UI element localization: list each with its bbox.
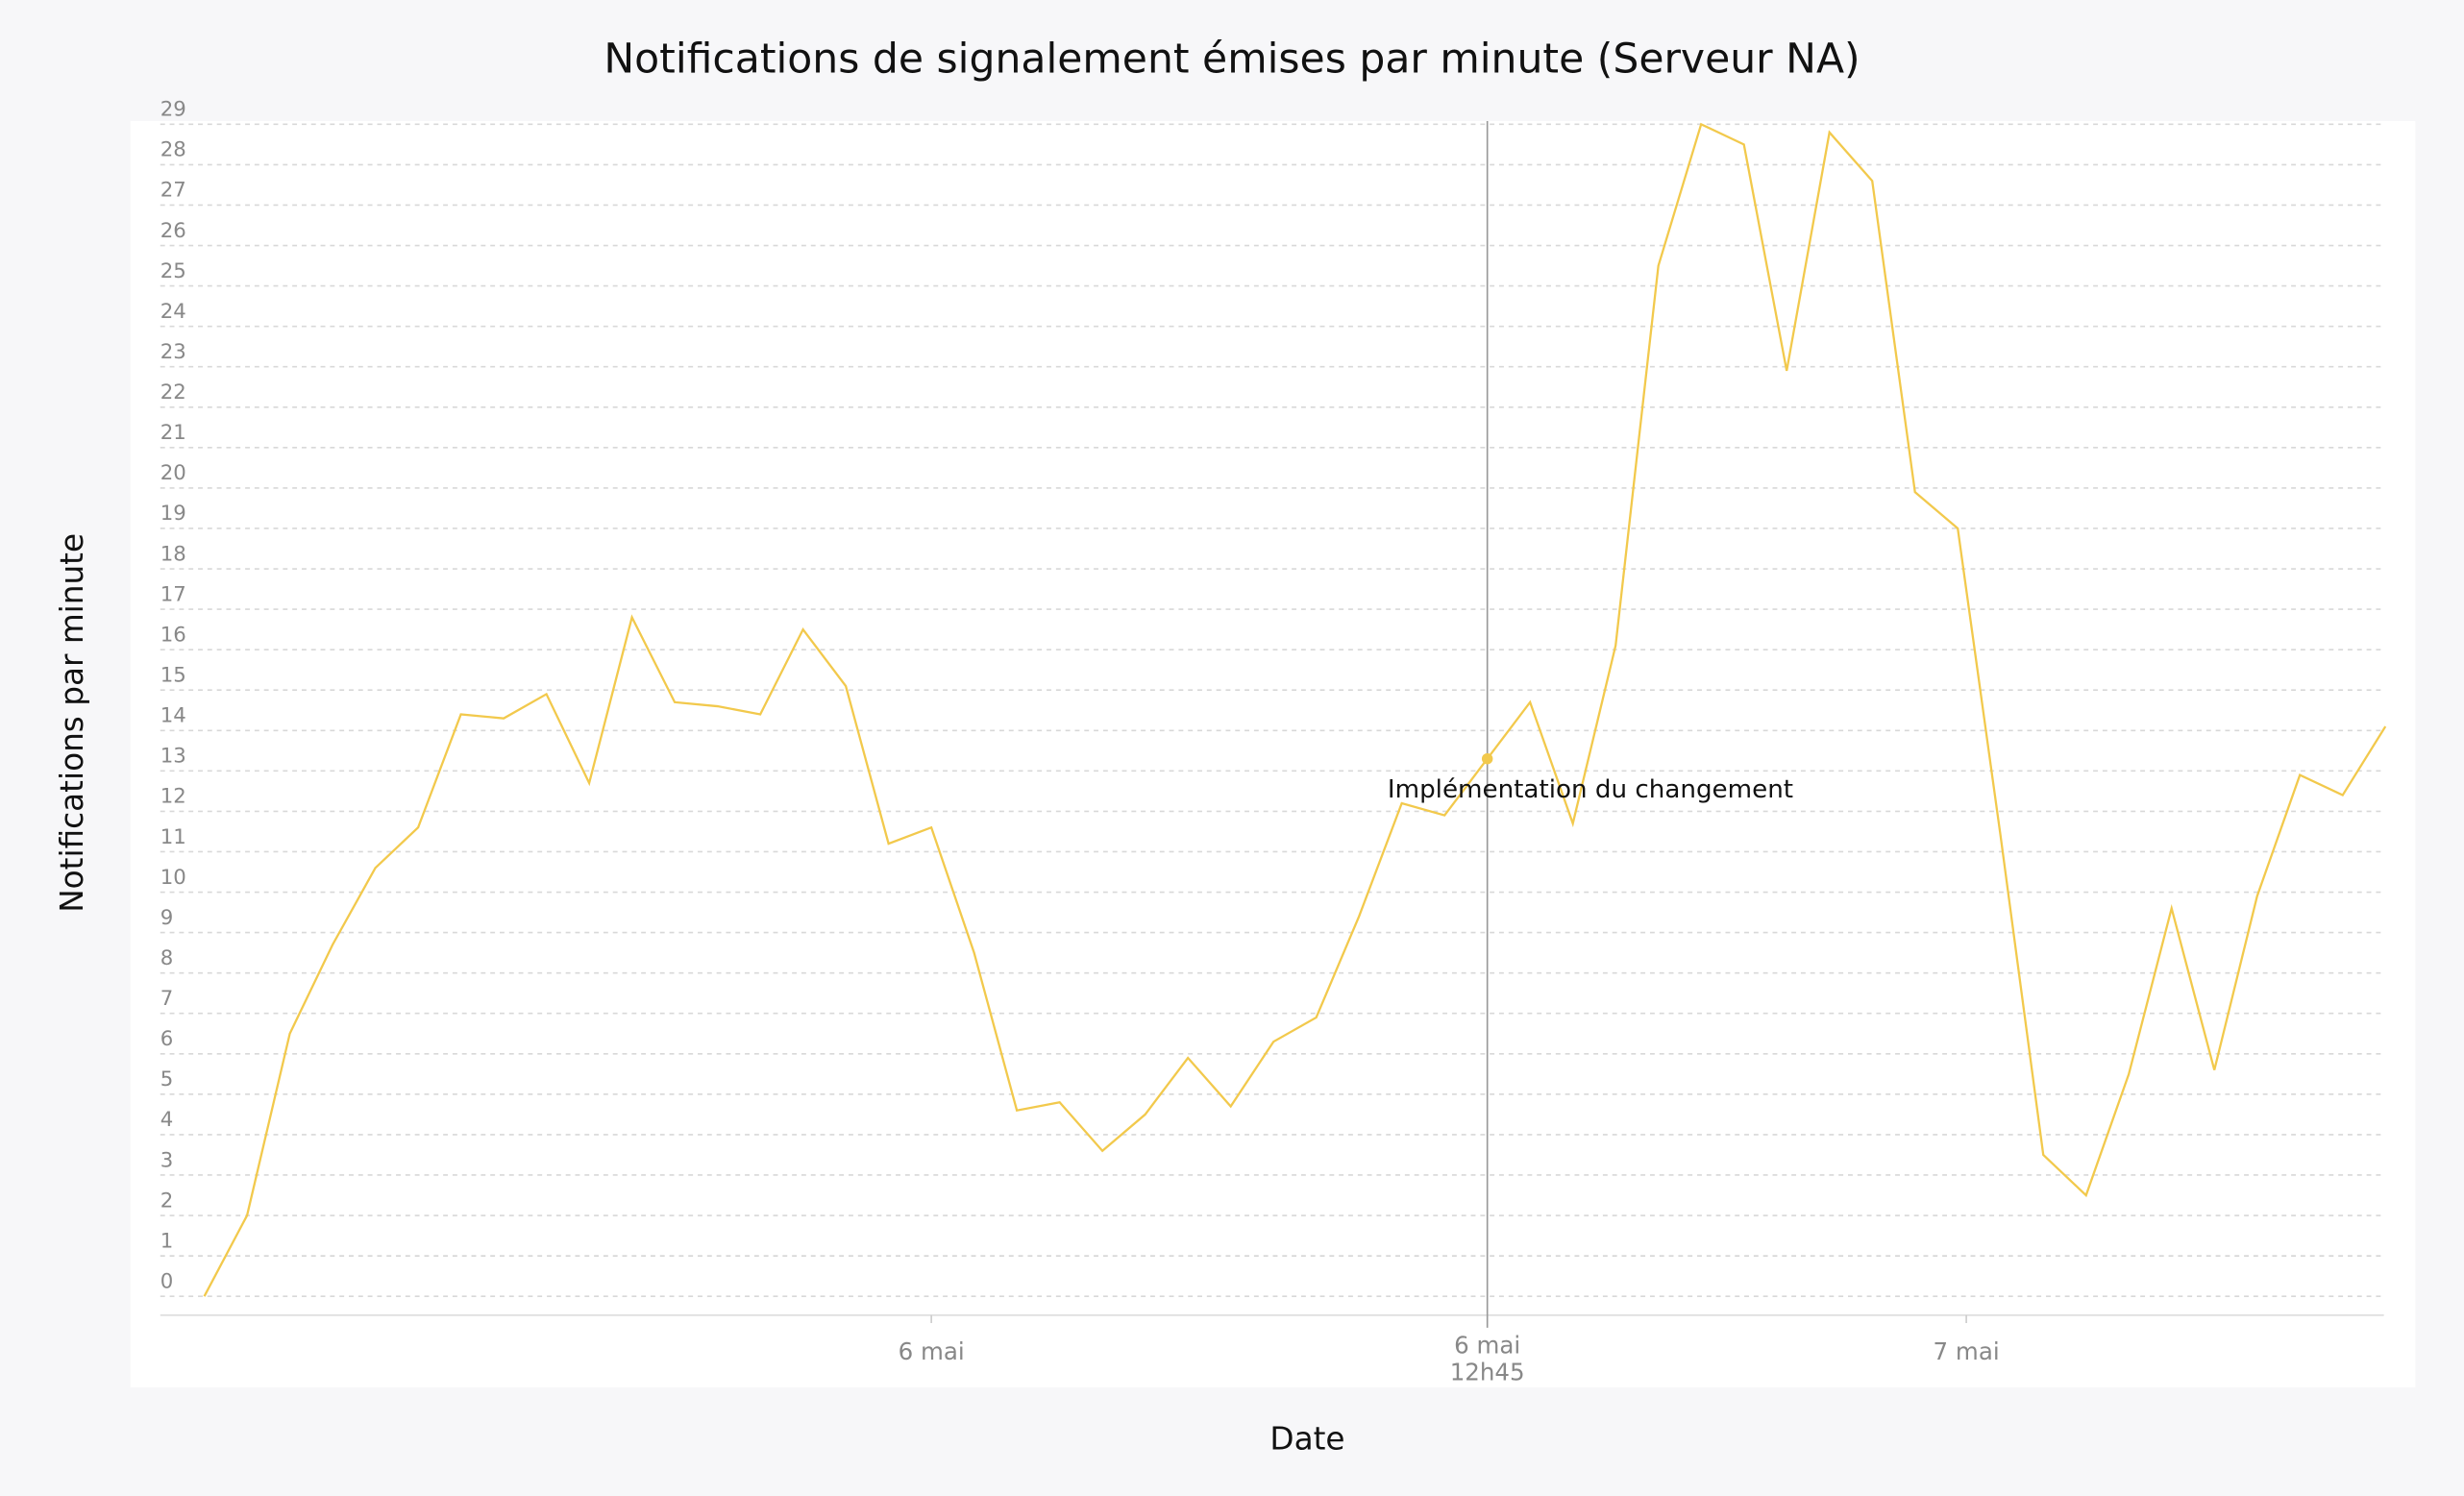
y-tick-label: 3 <box>160 1148 174 1172</box>
y-tick-label: 0 <box>160 1269 174 1293</box>
y-tick-label: 19 <box>160 502 186 526</box>
y-tick-label: 29 <box>160 98 186 122</box>
y-tick-label: 2 <box>160 1189 174 1213</box>
annotation-text: Implémentation du changement <box>1388 775 1793 804</box>
y-tick-label: 12 <box>160 785 186 809</box>
x-tick-label: 6 mai <box>899 1337 965 1365</box>
y-tick-label: 7 <box>160 987 174 1011</box>
y-tick-label: 4 <box>160 1108 174 1132</box>
plot-card <box>130 121 2416 1388</box>
y-tick-label: 23 <box>160 340 186 364</box>
y-tick-label: 21 <box>160 421 186 445</box>
line-series <box>203 122 2387 1297</box>
x-tick-label: 7 mai <box>1934 1337 2000 1365</box>
y-tick-label: 28 <box>160 138 186 162</box>
annotation-date: 6 mai <box>1454 1332 1520 1360</box>
y-tick-label: 22 <box>160 380 186 405</box>
y-tick-label: 5 <box>160 1067 174 1091</box>
y-tick-label: 9 <box>160 906 174 930</box>
y-tick-label: 11 <box>160 825 186 849</box>
y-tick-label: 17 <box>160 582 186 606</box>
y-tick-label: 18 <box>160 542 186 566</box>
chart-title: Notifications de signalement émises par … <box>604 36 1860 83</box>
y-tick-label: 14 <box>160 704 186 728</box>
y-tick-label: 13 <box>160 745 186 769</box>
y-tick-label: 16 <box>160 623 186 647</box>
annotation-point <box>1481 753 1493 765</box>
y-tick-label: 26 <box>160 219 186 243</box>
y-tick-label: 24 <box>160 300 186 324</box>
y-tick-label: 20 <box>160 461 186 485</box>
y-axis-label: Notifications par minute <box>54 533 90 913</box>
annotation-time: 12h45 <box>1450 1358 1525 1386</box>
y-tick-label: 1 <box>160 1229 174 1253</box>
y-tick-label: 15 <box>160 664 186 688</box>
y-tick-label: 8 <box>160 946 174 970</box>
y-tick-label: 25 <box>160 259 186 283</box>
y-tick-label: 27 <box>160 179 186 203</box>
y-tick-label: 6 <box>160 1027 174 1051</box>
x-axis-label: Date <box>1269 1421 1344 1458</box>
y-tick-label: 10 <box>160 866 186 890</box>
